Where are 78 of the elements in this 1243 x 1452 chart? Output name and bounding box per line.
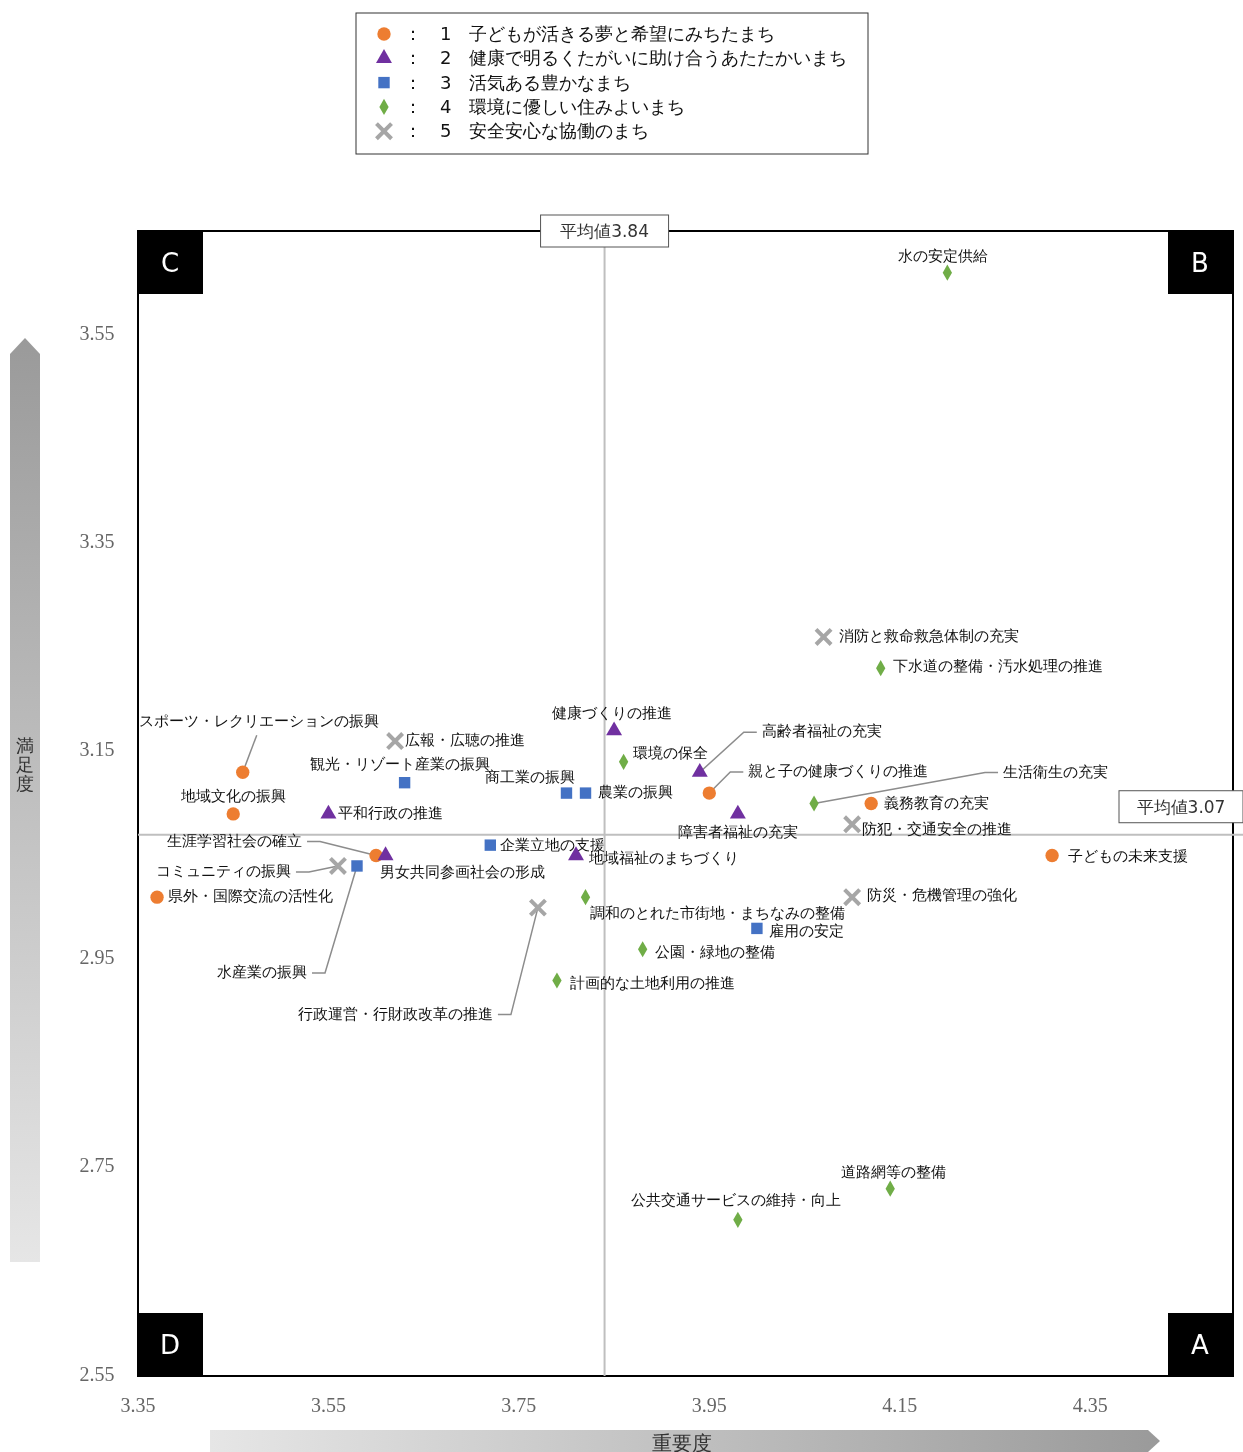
x-tick-label: 3.35 [120,1394,156,1416]
annotation: 平和行政の推進 [338,804,444,821]
annotation: 消防と救命救急体制の充実 [838,627,1019,644]
annotation: 障害者福祉の充実 [677,823,798,840]
annotation: 計画的な土地利用の推進 [569,975,735,992]
point [484,839,497,851]
annotation: 水産業の振興 [217,963,307,980]
y-tick-label: 3.55 [79,321,115,344]
point [226,807,240,821]
annotation: 行政運営・行財政改革の推進 [297,1005,493,1022]
point [702,786,716,800]
annotation: 公園・緑地の整備 [654,944,775,961]
y-axis-title: 満足度 [16,735,34,794]
annotation: 商工業の振興 [485,769,576,786]
annotation: 下水道の整備・汚水処理の推進 [892,658,1103,675]
annotation: 水の安定供給 [898,247,989,264]
legend-label: ： 2 健康で明るくたがいに助け合うあたたかいまち [404,47,848,69]
point [236,765,250,779]
y-tick-label: 3.35 [79,529,115,552]
annotation: 農業の振興 [597,784,673,801]
point [560,787,573,799]
legend-label: ： 3 活気ある豊かなまち [404,71,632,93]
annotation: 男女共同参画社会の形成 [379,863,545,880]
annotation: B [1191,247,1209,278]
annotation: 防犯・交通安全の推進 [862,821,1013,838]
annotation: 広報・広聴の推進 [405,732,526,749]
ref-line-label: 平均値3.07 [1136,796,1226,817]
annotation: 環境の保全 [632,744,708,761]
point [528,898,548,918]
annotation: C [160,247,180,278]
annotation: 雇用の安定 [768,923,844,940]
y-tick-label: 3.15 [79,738,115,761]
point [351,860,363,872]
ref-line-label: 平均値3.84 [560,221,649,241]
annotation: 生涯学習社会の確立 [167,832,303,849]
point [398,776,411,789]
point [606,721,623,736]
annotation: 公共交通サービスの維持・向上 [630,1191,841,1208]
y-tick-label: 2.95 [79,946,115,969]
annotation: 地域福祉のまちづくり [588,849,739,866]
point [842,887,862,907]
annotation: コミュニティの振興 [155,862,291,879]
legend-label: ： 5 安全安心な協働のまち [404,120,650,142]
annotation: 高齢者福祉の充実 [761,723,882,740]
annotation: 健康づくりの推進 [552,704,673,721]
legend-label: ： 4 環境に優しい住みよいまち [404,95,686,117]
point [377,846,394,861]
annotation: スポーツ・レクリエーションの振興 [138,713,379,730]
point [864,796,878,811]
annotation: 観光・リゾート産業の振興 [309,755,490,772]
y-tick-label: 2.75 [79,1154,115,1177]
point [842,814,862,834]
annotation: 生活衛生の充実 [1003,763,1109,780]
annotation: 調和のとれた市街地・まちなみの整備 [589,905,845,922]
annotation: 防災・危機管理の強化 [867,887,1018,904]
x-tick-label: 4.35 [1072,1394,1108,1416]
point [579,787,592,799]
annotation: 県外・国際交流の活性化 [168,888,334,905]
legend-label: ： 1 子どもが活きる夢と希望にみちたまち [404,23,776,44]
point [150,890,164,904]
annotation: D [159,1329,181,1360]
x-axis-title: 重要度 [652,1431,712,1452]
annotation: A [1191,1329,1210,1360]
point [328,856,348,876]
annotation: 義務教育の充実 [884,794,990,811]
point [751,922,763,935]
x-tick-label: 3.75 [501,1394,537,1416]
point [814,627,834,647]
point [385,731,405,751]
x-tick-label: 3.95 [691,1394,727,1416]
annotation: 道路網等の整備 [840,1163,946,1180]
x-tick-label: 3.55 [310,1394,346,1416]
y-tick-label: 2.55 [79,1362,115,1385]
x-tick-label: 4.15 [882,1394,918,1416]
annotation: 地域文化の振興 [179,787,286,804]
point [1045,848,1059,863]
annotation: 親と子の健康づくりの推進 [748,763,929,780]
annotation: 子どもの未来支援 [1068,847,1189,864]
